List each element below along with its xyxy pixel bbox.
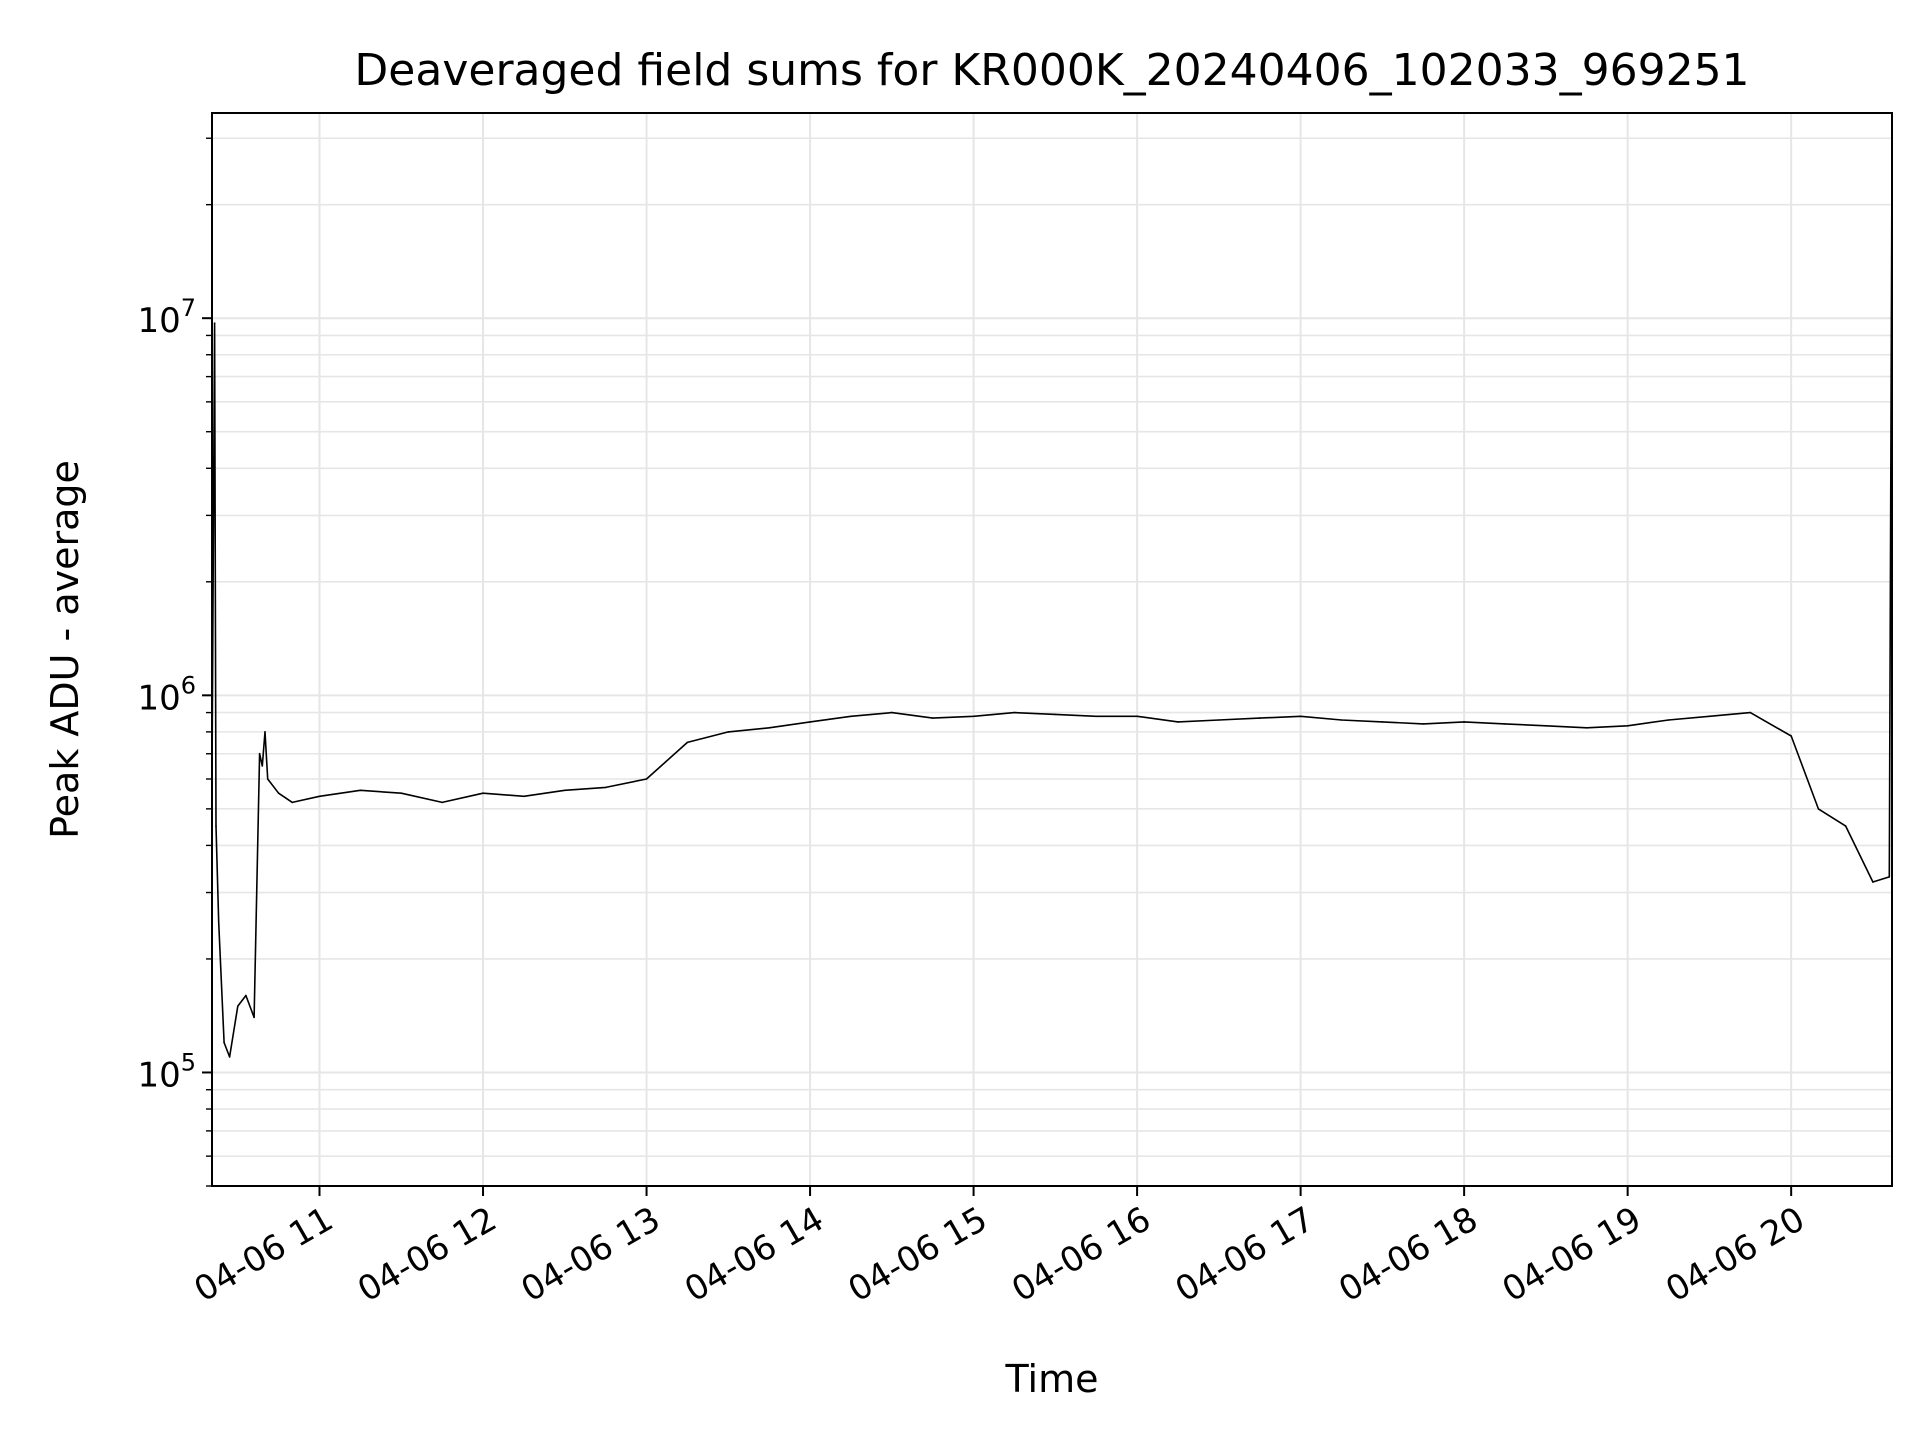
- data-point: [215, 825, 217, 827]
- x-axis-label: Time: [1005, 1357, 1099, 1401]
- data-point: [266, 778, 269, 780]
- data-point: [1013, 711, 1016, 714]
- data-point: [277, 792, 280, 794]
- data-point: [604, 786, 607, 789]
- data-point: [523, 795, 525, 798]
- data-series: [211, 154, 1893, 1058]
- data-point: [1381, 721, 1384, 723]
- data-point: [253, 1016, 255, 1019]
- data-point: [1545, 725, 1547, 727]
- data-point: [1095, 715, 1097, 718]
- data-point: [1844, 825, 1847, 827]
- data-point: [1626, 725, 1629, 727]
- y-axis-label: Peak ADU - average: [43, 460, 87, 839]
- data-point: [931, 717, 934, 719]
- data-point: [645, 778, 648, 780]
- plot-frame: [211, 112, 1893, 1187]
- data-point: [1463, 721, 1465, 723]
- y-tick-label: 107: [137, 294, 196, 341]
- data-point: [228, 1056, 231, 1058]
- data-point: [237, 1005, 239, 1007]
- data-point: [441, 801, 444, 804]
- data-point: [1136, 715, 1138, 718]
- data-point: [1586, 727, 1588, 729]
- y-tick-base: 10: [137, 301, 180, 341]
- data-point: [1708, 715, 1711, 718]
- y-tick-base: 10: [137, 1055, 180, 1095]
- y-tick-label: 105: [137, 1048, 196, 1095]
- data-point: [686, 741, 689, 744]
- y-tick-exponent: 7: [181, 294, 196, 322]
- data-point: [359, 789, 362, 792]
- data-point: [291, 801, 294, 804]
- data-point: [1340, 719, 1343, 721]
- data-point: [1258, 717, 1261, 719]
- data-point: [1422, 723, 1425, 725]
- data-point: [223, 1041, 225, 1044]
- data-point: [1054, 713, 1057, 716]
- y-tick-exponent: 6: [181, 671, 196, 699]
- data-point: [318, 795, 321, 798]
- data-point: [768, 727, 770, 729]
- data-point: [261, 765, 264, 767]
- data-point: [1299, 715, 1302, 718]
- data-point: [1177, 721, 1179, 723]
- data-point: [1667, 719, 1670, 721]
- data-point: [1218, 719, 1220, 721]
- data-point: [727, 731, 730, 733]
- data-point: [891, 711, 893, 714]
- data-point: [1790, 735, 1792, 737]
- data-point: [1872, 881, 1874, 883]
- data-point: [482, 792, 484, 794]
- data-point: [245, 994, 247, 997]
- data-point: [213, 322, 216, 325]
- data-point: [400, 792, 403, 794]
- data-point: [264, 731, 266, 733]
- grid: [212, 113, 1892, 1187]
- data-point: [809, 721, 811, 723]
- data-point: [217, 921, 220, 924]
- data-point: [258, 752, 261, 755]
- data-point: [1817, 808, 1820, 810]
- data-point: [1749, 711, 1752, 714]
- data-point: [850, 715, 852, 718]
- data-point: [1504, 723, 1506, 725]
- y-tick-label: 106: [137, 671, 196, 718]
- data-point: [1888, 876, 1891, 878]
- y-tick-exponent: 5: [181, 1048, 196, 1076]
- y-tick-base: 10: [137, 678, 180, 718]
- data-point: [564, 789, 566, 792]
- data-point: [972, 715, 975, 718]
- chart-title: Deaveraged field sums for KR000K_2024040…: [354, 45, 1749, 96]
